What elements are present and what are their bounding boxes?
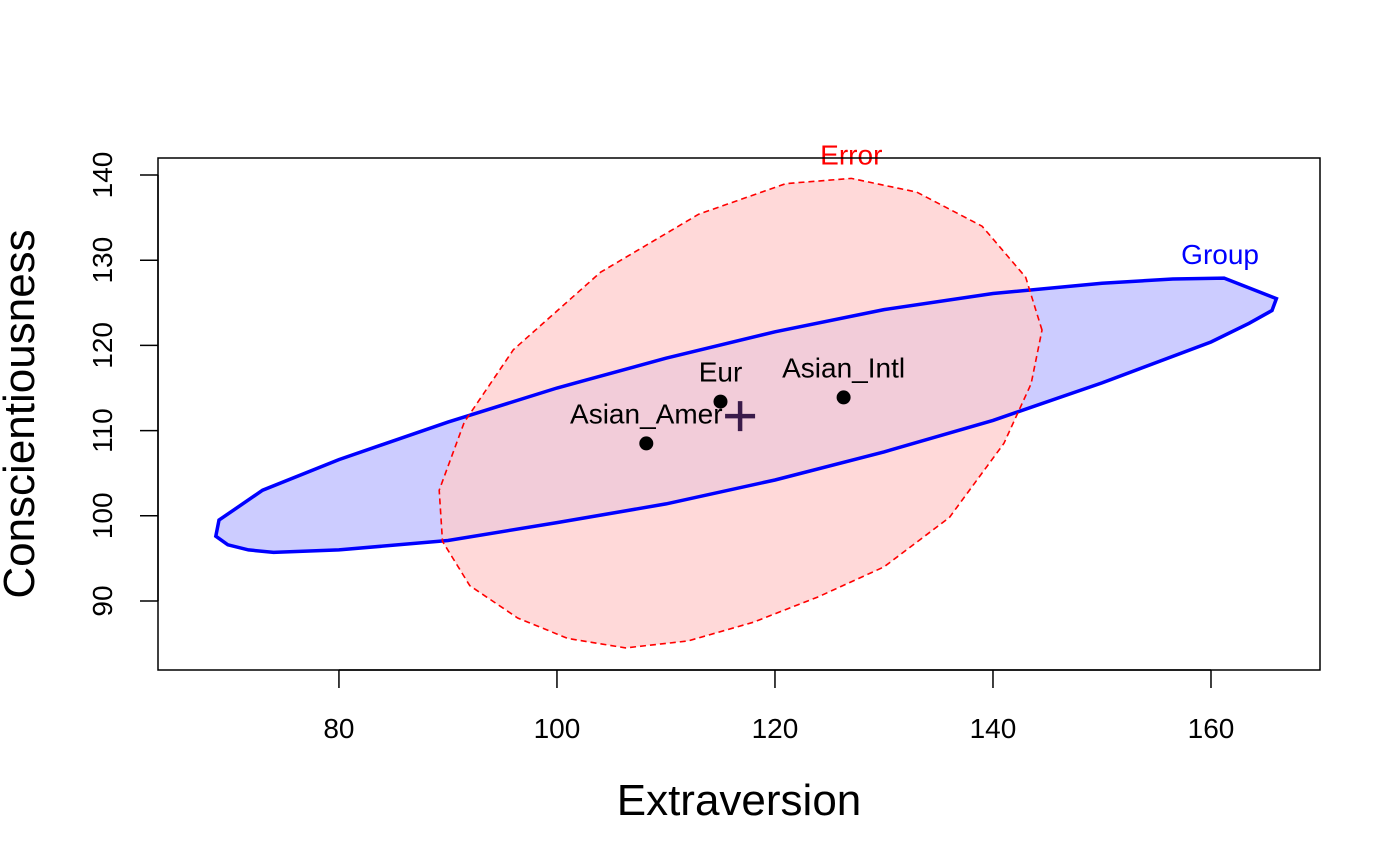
x-tick-label: 160: [1188, 713, 1235, 744]
x-tick-label: 80: [323, 713, 354, 744]
y-axis-title: Conscientiousness: [0, 229, 44, 598]
point-layer: Asian_Amer Eur Asian_Intl: [570, 352, 905, 451]
ellipse-label-group: Group: [1181, 239, 1259, 270]
plot-frame: [157, 157, 1321, 671]
point-label: Asian_Amer: [570, 398, 723, 429]
x-tick-label: 120: [752, 713, 799, 744]
y-tick-label: 120: [87, 322, 118, 369]
y-tick-label: 130: [87, 237, 118, 284]
point-label: Eur: [699, 357, 743, 388]
y-tick-label: 110: [87, 408, 118, 453]
y-tick-label: 140: [87, 152, 118, 199]
point-label: Asian_Intl: [782, 352, 905, 383]
data-point: [639, 436, 654, 451]
ellipse-outline-group: [213, 276, 1279, 555]
x-tick-label: 140: [970, 713, 1017, 744]
data-point: [713, 394, 728, 409]
y-tick-label: 90: [87, 585, 118, 616]
x-axis-title: Extraversion: [617, 776, 862, 825]
data-point: [836, 390, 851, 405]
ellipse-label-error: Error: [820, 139, 882, 170]
y-tick-label: 100: [87, 492, 118, 539]
ellipse-outline-error: [438, 177, 1043, 649]
x-tick-label: 100: [534, 713, 581, 744]
